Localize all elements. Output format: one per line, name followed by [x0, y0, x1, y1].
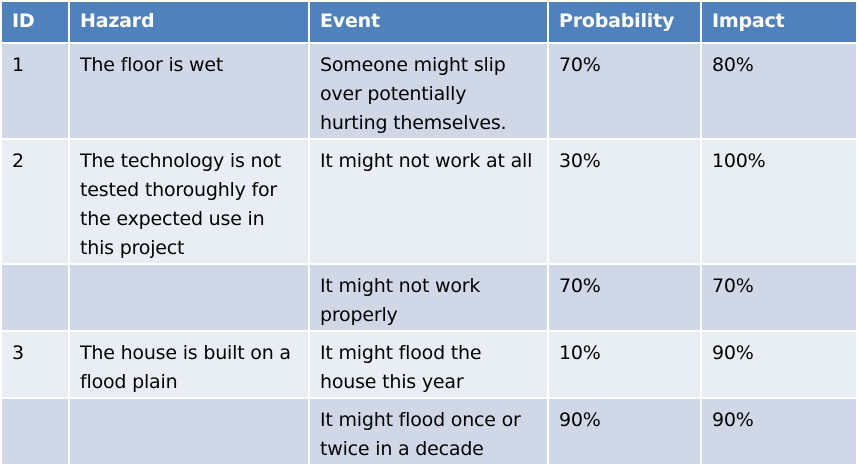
cell-probability: 70%	[547, 42, 702, 140]
header-probability: Probability	[547, 0, 702, 44]
header-id: ID	[0, 0, 70, 44]
table-row: It might flood once or twice in a decade…	[0, 397, 858, 466]
cell-impact: 100%	[700, 138, 858, 265]
cell-impact: 70%	[700, 263, 858, 332]
cell-hazard: The technology is not tested thoroughly …	[68, 138, 310, 265]
cell-probability: 90%	[547, 397, 702, 466]
cell-hazard: The house is built on a flood plain	[68, 330, 310, 399]
cell-id: 3	[0, 330, 70, 399]
cell-id: 1	[0, 42, 70, 140]
header-impact: Impact	[700, 0, 858, 44]
cell-impact: 90%	[700, 330, 858, 399]
cell-probability: 10%	[547, 330, 702, 399]
cell-event: It might not work at all	[308, 138, 549, 265]
cell-probability: 70%	[547, 263, 702, 332]
cell-impact: 90%	[700, 397, 858, 466]
cell-event: Someone might slip over potentially hurt…	[308, 42, 549, 140]
header-event: Event	[308, 0, 549, 44]
cell-probability: 30%	[547, 138, 702, 265]
cell-hazard	[68, 263, 310, 332]
cell-event: It might flood once or twice in a decade	[308, 397, 549, 466]
cell-hazard	[68, 397, 310, 466]
table-row: 2 The technology is not tested thoroughl…	[0, 138, 858, 265]
cell-impact: 80%	[700, 42, 858, 140]
cell-id	[0, 397, 70, 466]
cell-event: It might not work properly	[308, 263, 549, 332]
table-row: 3 The house is built on a flood plain It…	[0, 330, 858, 399]
header-hazard: Hazard	[68, 0, 310, 44]
table-row: 1 The floor is wet Someone might slip ov…	[0, 42, 858, 140]
cell-id: 2	[0, 138, 70, 265]
cell-hazard: The floor is wet	[68, 42, 310, 140]
cell-id	[0, 263, 70, 332]
header-row: ID Hazard Event Probability Impact	[0, 0, 858, 44]
table-row: It might not work properly 70% 70%	[0, 263, 858, 332]
cell-event: It might flood the house this year	[308, 330, 549, 399]
